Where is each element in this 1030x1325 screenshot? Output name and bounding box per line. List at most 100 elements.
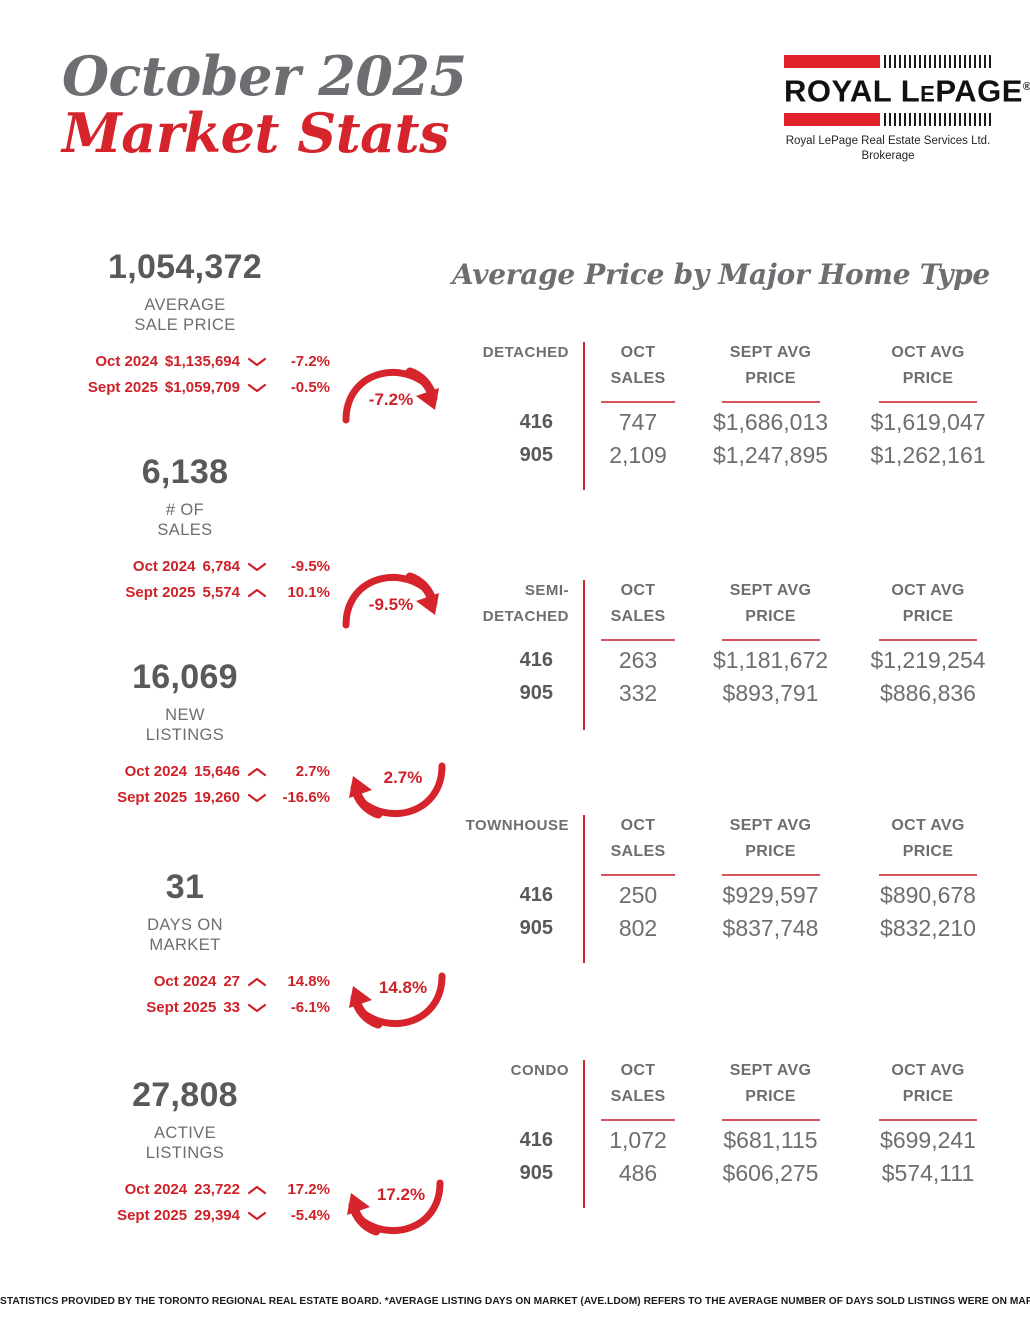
region-label: 905 xyxy=(519,917,553,939)
column-header-line2: PRICE xyxy=(902,370,954,387)
comparison-period: Oct 2024 xyxy=(124,763,188,780)
home-type-line1: DETACHED xyxy=(482,344,569,361)
table-cell: 2,109 xyxy=(609,442,667,468)
stat-comparisons: Oct 2024 15,646 2.7% Sept 2025 19,260 -16.6% xyxy=(20,759,330,811)
column-header-underline xyxy=(879,1119,977,1121)
logo-stripes-bottom xyxy=(884,113,992,127)
column-header-line1: SEPT AVG xyxy=(729,1062,812,1079)
logo-subtitle-line1: Royal LePage Real Estate Services Ltd. xyxy=(785,135,991,148)
table-cell: 332 xyxy=(618,680,658,706)
comparison-percent: 2.7% xyxy=(295,763,330,780)
stat-value: 6,138 xyxy=(141,453,229,491)
table-cell: $699,241 xyxy=(880,1127,976,1153)
stat-block: 31 DAYS ON MARKET Oct 2024 27 14.8% Sept 2025 3… xyxy=(0,868,455,1021)
column-header-underline xyxy=(879,874,977,876)
table-vertical-divider xyxy=(583,342,585,490)
chevron-up-icon xyxy=(240,976,274,988)
table-cell: 802 xyxy=(618,915,658,941)
column-header-line2: SALES xyxy=(610,843,666,860)
comparison-value: 23,722 xyxy=(194,1181,240,1198)
comparison-percent: -0.5% xyxy=(290,379,330,396)
column-header-underline xyxy=(601,639,675,641)
price-tables-section: Average Price by Major Home Type DETACHE… xyxy=(450,258,1030,1208)
trend-percent: 14.8% xyxy=(378,978,428,997)
column-header-line1: OCT AVG xyxy=(891,1062,965,1079)
comparison-period: Oct 2024 xyxy=(124,1181,188,1198)
stat-value: 27,808 xyxy=(132,1076,238,1114)
region-label: 416 xyxy=(519,649,553,671)
stat-value: 16,069 xyxy=(132,658,238,696)
title-month: October 2025 xyxy=(62,44,467,108)
comparison-percent: -6.1% xyxy=(290,999,330,1016)
table-vertical-divider xyxy=(583,815,585,963)
region-label: 416 xyxy=(519,1129,553,1151)
comparison-percent: 17.2% xyxy=(287,1181,330,1198)
comparison-period: Oct 2024 xyxy=(153,973,217,990)
column-header-underline xyxy=(721,639,820,641)
tables-section-title: Average Price by Major Home Type xyxy=(452,258,990,291)
column-header-line2: PRICE xyxy=(902,843,954,860)
table-row: 416 1,072 $681,115 $699,241 xyxy=(450,1127,1010,1154)
chevron-down-icon xyxy=(240,792,274,804)
logo-red-block-bottom xyxy=(784,113,880,127)
column-header-line1: OCT xyxy=(620,344,656,361)
comparison-period: Sept 2025 xyxy=(125,584,196,601)
chevron-down-icon xyxy=(240,382,274,394)
column-header-line2: PRICE xyxy=(745,1088,796,1105)
column-header: OCT AVG PRICE xyxy=(848,1058,1008,1121)
region-label: 905 xyxy=(519,444,553,466)
column-header-line2: SALES xyxy=(610,370,666,387)
column-header-line1: OCT AVG xyxy=(891,344,965,361)
chevron-down-icon xyxy=(240,1002,274,1014)
column-header: SEPT AVG PRICE xyxy=(693,340,848,403)
column-header: OCT SALES xyxy=(583,813,693,876)
stat-label: ACTIVE LISTINGS xyxy=(20,1123,350,1163)
table-header-row: CONDO OCT SALES SEPT AVG PRICE OCT AVG PRICE xyxy=(450,1058,1010,1208)
comparison-value: 29,394 xyxy=(194,1207,240,1224)
column-header: SEPT AVG PRICE xyxy=(693,578,848,641)
comparison-percent: 10.1% xyxy=(287,584,330,601)
logo-bar-top xyxy=(784,55,992,68)
table-cell: 747 xyxy=(618,409,658,435)
column-header-line2: SALES xyxy=(610,608,666,625)
table-cell: $1,219,254 xyxy=(870,647,986,673)
table-cell: $832,210 xyxy=(880,915,976,941)
column-header-line2: PRICE xyxy=(745,608,796,625)
logo-bar-bottom xyxy=(784,113,992,127)
column-header: OCT SALES xyxy=(583,578,693,641)
column-header-line2: PRICE xyxy=(902,608,954,625)
trend-arc-up-icon: 2.7% xyxy=(338,756,448,828)
price-table: SEMI- DETACHED OCT SALES SEPT AVG PRICE OCT AV… xyxy=(450,578,1010,730)
home-type-label: TOWNHOUSE xyxy=(450,813,583,839)
stat-block: 1,054,372 AVERAGE SALE PRICE Oct 2024 $1,135… xyxy=(0,248,455,401)
table-vertical-divider xyxy=(583,580,585,730)
stat-label-line1: ACTIVE xyxy=(154,1124,216,1142)
trend-arc-down-icon: -7.2% xyxy=(340,358,450,430)
column-header: OCT AVG PRICE xyxy=(848,340,1008,403)
table-cell: $1,619,047 xyxy=(870,409,986,435)
table-row: 416 263 $1,181,672 $1,219,254 xyxy=(450,647,1010,674)
stat-comparisons: Oct 2024 27 14.8% Sept 2025 33 -6.1% xyxy=(20,969,330,1021)
comparison-percent: -16.6% xyxy=(282,789,330,806)
comparison-row: Oct 2024 27 14.8% xyxy=(20,969,330,995)
comparison-value: 33 xyxy=(223,999,240,1016)
logo-wordmark: ROYAL LEPAGE® xyxy=(784,68,1030,113)
table-cell: $1,262,161 xyxy=(870,442,986,468)
column-header-underline xyxy=(721,401,820,403)
logo-word-le: L xyxy=(900,73,921,109)
stat-comparisons: Oct 2024 23,722 17.2% Sept 2025 29,394 -5.4% xyxy=(20,1177,330,1229)
comparison-row: Sept 2025 $1,059,709 -0.5% xyxy=(20,375,330,401)
stat-label-line2: SALES xyxy=(157,521,213,539)
logo-word-royal: ROYAL xyxy=(784,73,892,109)
table-cell: $837,748 xyxy=(722,915,819,941)
stat-label: DAYS ON MARKET xyxy=(20,915,350,955)
home-type-label: SEMI- DETACHED xyxy=(450,578,583,630)
region-label: 416 xyxy=(519,411,553,433)
stat-value: 1,054,372 xyxy=(108,248,262,286)
registered-mark-icon: ® xyxy=(1022,81,1030,93)
title-market-stats: Market Stats xyxy=(62,101,450,165)
column-header-line1: SEPT AVG xyxy=(729,582,812,599)
logo-word-e: E xyxy=(920,81,936,107)
column-header-line1: SEPT AVG xyxy=(729,817,812,834)
table-header-row: TOWNHOUSE OCT SALES SEPT AVG PRICE OCT AVG PRI… xyxy=(450,813,1010,963)
